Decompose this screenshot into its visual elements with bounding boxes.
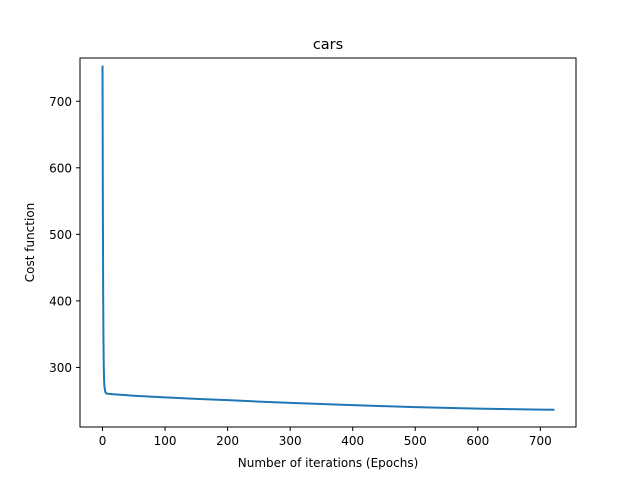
y-tick-label: 300 [49, 361, 72, 375]
y-axis: 300 400 500 600 700 [49, 95, 80, 375]
x-tick-label: 400 [341, 434, 364, 448]
x-tick-label: 500 [404, 434, 427, 448]
x-tick-label: 600 [466, 434, 489, 448]
plot-area [101, 65, 555, 411]
y-tick-label: 700 [49, 95, 72, 109]
x-tick-label: 100 [154, 434, 177, 448]
y-tick-label: 600 [49, 161, 72, 175]
y-tick-label: 500 [49, 228, 72, 242]
chart-title: cars [313, 37, 343, 53]
x-tick-label: 0 [99, 434, 107, 448]
x-axis-label: Number of iterations (Epochs) [238, 456, 419, 470]
y-axis-label: Cost function [23, 203, 37, 283]
axes-frame [79, 57, 577, 428]
series-line-0 [101, 65, 555, 411]
x-axis: 0 100 200 300 400 500 600 700 [99, 427, 552, 448]
x-tick-label: 700 [529, 434, 552, 448]
y-tick-label: 400 [49, 294, 72, 308]
x-tick-label: 200 [216, 434, 239, 448]
x-tick-label: 300 [279, 434, 302, 448]
